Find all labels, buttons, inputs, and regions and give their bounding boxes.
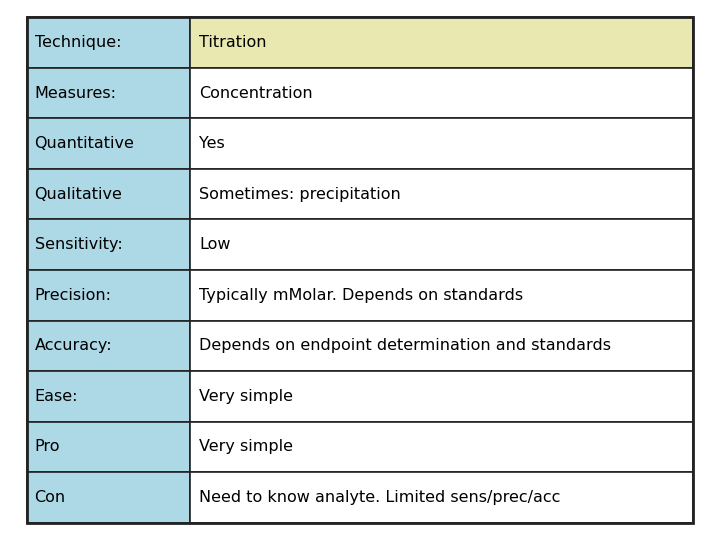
Bar [27, 219, 190, 270]
Bar [190, 219, 693, 270]
Bar [190, 270, 693, 321]
Bar [190, 321, 693, 371]
Bar [27, 371, 190, 422]
Text: Measures:: Measures: [35, 86, 117, 100]
Text: Depends on endpoint determination and standards: Depends on endpoint determination and st… [199, 339, 611, 353]
Text: Need to know analyte. Limited sens/prec/acc: Need to know analyte. Limited sens/prec/… [199, 490, 560, 505]
Text: Yes: Yes [199, 136, 225, 151]
Bar [190, 472, 693, 523]
Text: Titration: Titration [199, 35, 266, 50]
Bar [190, 169, 693, 219]
Bar [27, 169, 190, 219]
Bar [190, 17, 693, 68]
Bar [27, 321, 190, 371]
Bar [190, 118, 693, 169]
Text: Accuracy:: Accuracy: [35, 339, 112, 353]
Bar [27, 17, 190, 68]
Text: Ease:: Ease: [35, 389, 78, 404]
Text: Very simple: Very simple [199, 440, 293, 454]
Text: Technique:: Technique: [35, 35, 121, 50]
Text: Low: Low [199, 237, 230, 252]
Bar [190, 422, 693, 472]
Text: Quantitative: Quantitative [35, 136, 135, 151]
Bar [190, 371, 693, 422]
Text: Typically mMolar. Depends on standards: Typically mMolar. Depends on standards [199, 288, 523, 303]
Text: Pro: Pro [35, 440, 60, 454]
Text: Sometimes: precipitation: Sometimes: precipitation [199, 187, 401, 201]
Bar [27, 68, 190, 118]
Text: Precision:: Precision: [35, 288, 112, 303]
Text: Concentration: Concentration [199, 86, 312, 100]
Bar [27, 422, 190, 472]
Bar [27, 118, 190, 169]
Text: Con: Con [35, 490, 66, 505]
Text: Very simple: Very simple [199, 389, 293, 404]
Text: Sensitivity:: Sensitivity: [35, 237, 122, 252]
Bar [27, 472, 190, 523]
Bar [27, 270, 190, 321]
Text: Qualitative: Qualitative [35, 187, 122, 201]
Bar [190, 68, 693, 118]
